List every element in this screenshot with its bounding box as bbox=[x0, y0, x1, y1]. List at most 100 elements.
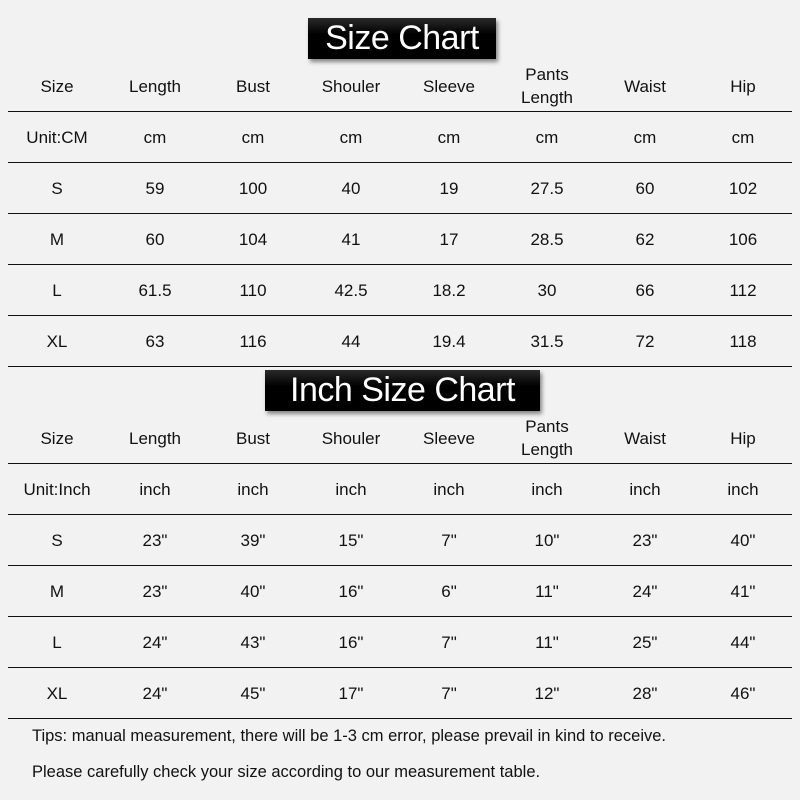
table-cell: 45" bbox=[240, 683, 266, 703]
tip-check-size: Please carefully check your size accordi… bbox=[32, 763, 541, 781]
table-cell: 7" bbox=[441, 530, 457, 550]
table-cell: 106 bbox=[728, 229, 758, 249]
table-cell: 24" bbox=[142, 632, 168, 652]
table-cell: Sleeve bbox=[423, 428, 475, 448]
table-row: L 24" 43" 16" 7" 11" 25" 44" bbox=[8, 617, 792, 668]
table-row: L 61.5 110 42.5 18.2 30 66 112 bbox=[8, 265, 792, 316]
table-cell: 23" bbox=[142, 581, 168, 601]
table-cell: 11" bbox=[535, 581, 559, 601]
table-cell: 116 bbox=[239, 331, 267, 351]
table-cell: 60 bbox=[145, 229, 165, 249]
table-cell: Waist bbox=[624, 76, 666, 96]
table-cell: XL bbox=[46, 331, 68, 351]
table-cell: Bust bbox=[235, 76, 271, 96]
table-cell: 10" bbox=[534, 530, 560, 550]
table-cell: 110 bbox=[239, 280, 267, 300]
table-cell: 23" bbox=[142, 530, 168, 550]
table-cell: 24" bbox=[142, 683, 168, 703]
table-cell: M bbox=[49, 229, 65, 249]
table-cell: 27.5 bbox=[530, 178, 564, 198]
table-cell: L bbox=[52, 280, 62, 300]
table-cell: XL bbox=[46, 683, 68, 703]
table-cell: 12" bbox=[534, 683, 560, 703]
table-cell: 28.5 bbox=[530, 229, 564, 249]
unit-row: Unit:CM cm cm cm cm cm cm cm bbox=[8, 112, 792, 163]
table-cell: cm bbox=[535, 127, 559, 147]
header-row: Size Length Bust Shouler Sleeve Pants Length Wa… bbox=[8, 413, 792, 464]
table-cell: Unit:CM bbox=[26, 127, 88, 147]
table-cell: Hip bbox=[730, 428, 756, 448]
inch-size-table: Size Length Bust Shouler Sleeve Pants Length Wa… bbox=[8, 413, 792, 719]
table-cell: inch bbox=[237, 479, 269, 499]
table-cell: 63 bbox=[145, 331, 165, 351]
table-row: M 60 104 41 17 28.5 62 106 bbox=[8, 214, 792, 265]
table-row: M 23" 40" 16" 6" 11" 24" 41" bbox=[8, 566, 792, 617]
table-cell: M bbox=[49, 581, 65, 601]
table-cell: 118 bbox=[729, 331, 757, 351]
table-cell: cm bbox=[731, 127, 755, 147]
table-cell: cm bbox=[339, 127, 363, 147]
table-row: XL 24" 45" 17" 7" 12" 28" 46" bbox=[8, 668, 792, 719]
table-cell: Sleeve bbox=[423, 76, 475, 96]
table-cell: 6" bbox=[441, 581, 457, 601]
table-cell: Bust bbox=[235, 428, 271, 448]
table-row: S 59 100 40 19 27.5 60 102 bbox=[8, 163, 792, 214]
table-cell: 46" bbox=[730, 683, 756, 703]
table-cell: 7" bbox=[441, 683, 457, 703]
table-cell: 39" bbox=[240, 530, 266, 550]
table-cell: 40 bbox=[341, 178, 361, 198]
table-cell: Shouler bbox=[321, 428, 381, 448]
table-cell: 62 bbox=[635, 229, 655, 249]
table-cell: 102 bbox=[728, 178, 758, 198]
table-cell: 42.5 bbox=[334, 280, 368, 300]
table-cell: 59 bbox=[145, 178, 165, 198]
table-cell: inch bbox=[531, 479, 563, 499]
table-cell: 72 bbox=[635, 331, 655, 351]
table-cell: 24" bbox=[632, 581, 658, 601]
table-cell: cm bbox=[143, 127, 167, 147]
table-row: S 23" 39" 15" 7" 10" 23" 40" bbox=[8, 515, 792, 566]
tip-measurement-error: Tips: manual measurement, there will be … bbox=[32, 727, 667, 745]
table-cell: 31.5 bbox=[530, 331, 564, 351]
table-cell: inch bbox=[629, 479, 661, 499]
table-cell: 17" bbox=[338, 683, 364, 703]
table-cell: cm bbox=[437, 127, 461, 147]
table-cell: 23" bbox=[632, 530, 658, 550]
table-cell: 11" bbox=[535, 632, 559, 652]
table-cell: 19 bbox=[439, 178, 459, 198]
table-row: XL 63 116 44 19.4 31.5 72 118 bbox=[8, 316, 792, 367]
table-cell: 40" bbox=[730, 530, 756, 550]
table-cell: 16" bbox=[338, 581, 364, 601]
table-cell: cm bbox=[241, 127, 265, 147]
table-cell: 19.4 bbox=[432, 331, 466, 351]
table-cell: Length bbox=[129, 76, 181, 96]
table-cell: 40" bbox=[240, 581, 266, 601]
table-cell: Size bbox=[40, 428, 74, 448]
table-cell: 44" bbox=[730, 632, 756, 652]
table-cell: Pants Length bbox=[521, 65, 573, 107]
table-cell: inch bbox=[727, 479, 759, 499]
table-cell: 18.2 bbox=[432, 280, 466, 300]
header-row: Size Length Bust Shouler Sleeve Pants Length Wa… bbox=[8, 61, 792, 112]
table-cell: 44 bbox=[341, 331, 361, 351]
table-cell: 43" bbox=[240, 632, 266, 652]
table-cell: L bbox=[52, 632, 62, 652]
table-cell: 30 bbox=[537, 280, 557, 300]
table-cell: 25" bbox=[632, 632, 658, 652]
table-cell: 61.5 bbox=[138, 280, 172, 300]
cm-size-table: Size Length Bust Shouler Sleeve Pants Length Wa… bbox=[8, 61, 792, 367]
table-cell: 17 bbox=[439, 229, 459, 249]
table-cell: 16" bbox=[338, 632, 364, 652]
table-cell: Size bbox=[40, 76, 74, 96]
table-cell: 7" bbox=[441, 632, 457, 652]
table-cell: S bbox=[51, 530, 63, 550]
table-cell: inch bbox=[139, 479, 171, 499]
table-cell: 41" bbox=[730, 581, 756, 601]
table-cell: 66 bbox=[635, 280, 655, 300]
inch-size-chart-title: Inch Size Chart bbox=[265, 370, 540, 411]
table-cell: 60 bbox=[635, 178, 655, 198]
table-cell: 15" bbox=[338, 530, 364, 550]
table-cell: Waist bbox=[624, 428, 666, 448]
table-cell: inch bbox=[433, 479, 465, 499]
table-cell: 112 bbox=[729, 280, 757, 300]
